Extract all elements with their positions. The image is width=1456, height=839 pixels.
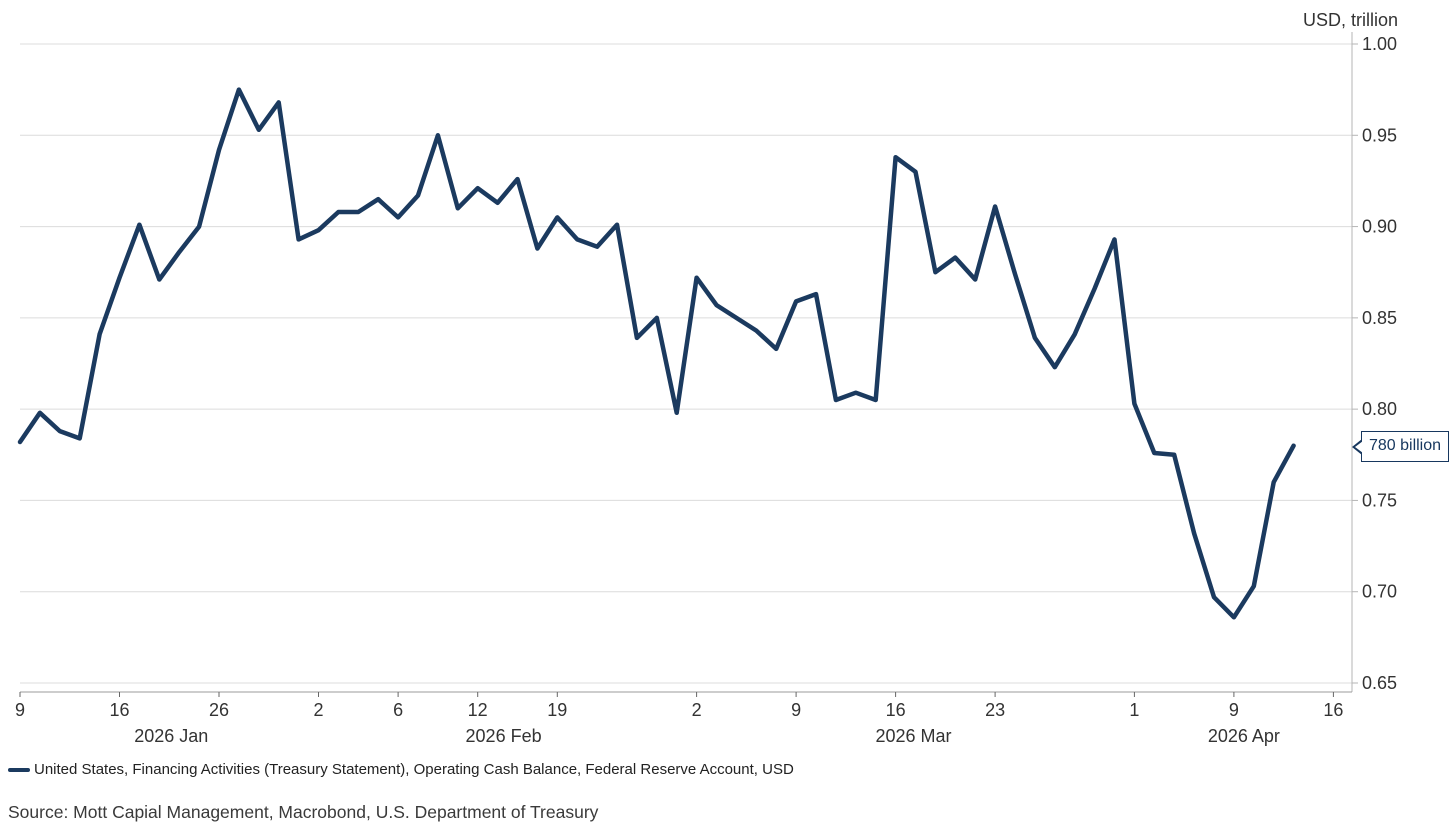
line-chart-plot: 1.000.950.900.850.800.750.700.659 16 26 2 6 1… <box>15 32 1397 746</box>
source-text: Source: Mott Capial Management, Macrobon… <box>8 802 599 822</box>
x-tick-label: 9 <box>1229 700 1239 720</box>
x-tick-label: 6 <box>393 700 403 720</box>
x-tick-label: 19 <box>547 700 567 720</box>
x-tick-label: 26 <box>209 700 229 720</box>
last-value-callout: 780 billion <box>1352 431 1449 462</box>
y-tick-label: 0.65 <box>1362 673 1397 693</box>
x-month-label: 2026 Jan <box>134 726 208 746</box>
y-tick-label: 0.70 <box>1362 582 1397 602</box>
y-tick-label: 0.75 <box>1362 490 1397 510</box>
x-tick-label: 9 <box>791 700 801 720</box>
last-value-callout-text: 780 billion <box>1368 437 1442 454</box>
x-tick-label: 16 <box>109 700 129 720</box>
y-tick-label: 0.95 <box>1362 125 1397 145</box>
x-tick-label: 16 <box>886 700 906 720</box>
legend: United States, Financing Activities (Tre… <box>8 761 794 778</box>
y-tick-label: 0.90 <box>1362 217 1397 237</box>
x-tick-label: 23 <box>985 700 1005 720</box>
x-month-label: 2026 Mar <box>875 726 951 746</box>
series-line <box>17 87 1296 620</box>
x-tick-label: 1 <box>1129 700 1139 720</box>
x-tick-label: 16 <box>1323 700 1343 720</box>
x-month-label: 2026 Feb <box>466 726 542 746</box>
x-tick-label: 2 <box>692 700 702 720</box>
x-tick-label: 12 <box>468 700 488 720</box>
y-tick-label: 0.85 <box>1362 308 1397 328</box>
x-month-label: 2026 Apr <box>1208 726 1280 746</box>
y-axis-unit-label: USD, trillion <box>1302 10 1398 30</box>
legend-line-swatch <box>8 767 30 772</box>
legend-series-label: United States, Financing Activities (Tre… <box>34 761 794 778</box>
x-tick-label: 9 <box>15 700 25 720</box>
y-tick-label: 1.00 <box>1362 34 1397 54</box>
x-tick-label: 2 <box>313 700 323 720</box>
y-tick-label: 0.80 <box>1362 399 1397 419</box>
